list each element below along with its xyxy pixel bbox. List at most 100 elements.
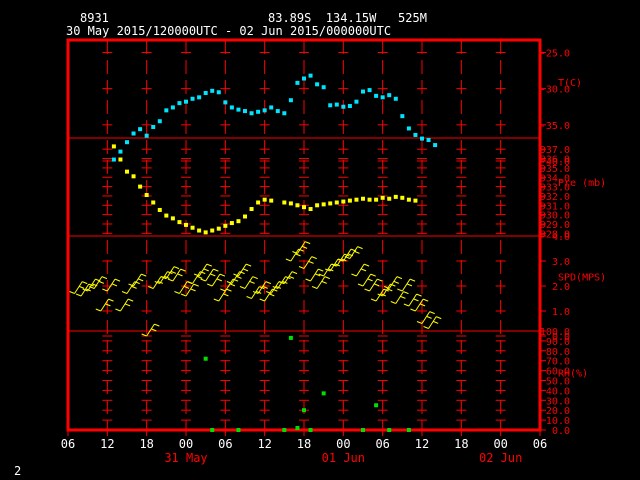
wind-barb-tip xyxy=(154,281,160,284)
wind-barb-staff xyxy=(126,281,136,294)
wind-barb-tip xyxy=(95,308,101,312)
wind-barb-staff xyxy=(415,298,424,312)
wind-barb-flag xyxy=(298,248,304,252)
wind-barb-flag xyxy=(308,260,314,264)
wind-barb-flag xyxy=(213,268,219,272)
wind-barb-flag xyxy=(314,273,321,277)
wind-barb xyxy=(410,298,429,312)
y-tick-label: 0.0 xyxy=(552,426,570,437)
wind-barb xyxy=(180,283,199,297)
y-tick-label: -40.0 xyxy=(540,157,570,168)
y-tick-label: -35.0 xyxy=(540,121,570,132)
pressure-point xyxy=(229,221,234,226)
wind-barb-flag xyxy=(367,278,373,282)
y-tick-label: 936.0 xyxy=(540,155,570,166)
wind-barb xyxy=(174,281,193,294)
wind-barb-staff xyxy=(165,266,175,279)
wind-barb xyxy=(95,298,114,312)
y-tick-label: 931.0 xyxy=(540,201,570,212)
wind-barb-staff xyxy=(290,248,300,262)
temperature-point xyxy=(170,105,175,110)
wind-barb-flag xyxy=(269,293,275,297)
pressure-point xyxy=(367,197,372,202)
temperature-point xyxy=(249,111,254,116)
wind-barb-tip xyxy=(213,298,219,302)
temperature-point xyxy=(210,88,215,93)
wind-barb-staff xyxy=(179,281,188,294)
wind-barb-flag xyxy=(357,246,363,250)
wind-barb-flag xyxy=(406,283,413,287)
y-tick-label: 10.0 xyxy=(546,416,570,427)
wind-barb-tip xyxy=(141,333,147,337)
wind-barb-flag xyxy=(239,271,245,275)
wind-barb-tip xyxy=(128,283,134,287)
wind-barb-flag xyxy=(216,278,223,282)
wind-barb-flag xyxy=(203,268,209,272)
x-tick-label: 00 xyxy=(493,437,507,451)
x-tick-label: 06 xyxy=(218,437,232,451)
temperature-point xyxy=(157,119,162,124)
temperature-point xyxy=(151,124,156,129)
panel-label-pressure: Pre (mb) xyxy=(558,178,606,189)
temperature-point xyxy=(229,105,234,110)
pressure-point xyxy=(210,228,215,233)
wind-barb-flag xyxy=(111,283,118,287)
wind-barb-flag xyxy=(301,245,308,249)
wind-barb xyxy=(239,276,258,289)
wind-barb-tip xyxy=(115,308,121,312)
y-tick-label: 933.0 xyxy=(540,183,570,194)
wind-barb-tip xyxy=(416,321,423,324)
wind-barb-tip xyxy=(305,278,311,282)
wind-barb-tip xyxy=(298,266,305,269)
rh-point xyxy=(302,408,306,413)
wind-barb-staff xyxy=(74,281,83,294)
wind-barb-flag xyxy=(154,323,160,327)
wind-barb-staff xyxy=(257,281,267,294)
wind-barb-flag xyxy=(101,276,108,280)
pressure-point xyxy=(308,207,313,212)
station-location: 83.89S 134.15W 525M xyxy=(268,11,427,25)
wind-barb-staff xyxy=(224,278,234,292)
wind-barb-flag xyxy=(295,253,301,257)
wind-barb-flag xyxy=(226,288,232,292)
pressure-point xyxy=(374,197,379,202)
wind-barb-tip xyxy=(285,258,292,262)
wind-barb-flag xyxy=(137,278,144,282)
y-tick-label: 935.0 xyxy=(540,164,570,175)
wind-barb-flag xyxy=(242,268,249,272)
rh-point xyxy=(288,335,293,340)
wind-barb-staff xyxy=(342,248,352,262)
wind-barb-tip xyxy=(370,298,377,302)
wind-barb-flag xyxy=(229,283,236,287)
wind-barb-flag xyxy=(193,283,199,287)
pressure-point xyxy=(321,202,326,207)
wind-barb xyxy=(115,298,134,312)
temperature-point xyxy=(164,108,169,113)
wind-barb xyxy=(213,288,232,302)
wind-barb-flag xyxy=(114,278,121,282)
temperature-point xyxy=(262,108,267,113)
temperature-point xyxy=(144,133,149,138)
wind-barb xyxy=(167,268,186,282)
pressure-point xyxy=(223,223,228,228)
axis-layer: -25.0-30.0-35.0-40.0T(C)937.0936.0935.09… xyxy=(61,48,606,465)
wind-barb-staff xyxy=(120,298,129,312)
pressure-point xyxy=(111,144,116,149)
wind-barb xyxy=(69,281,88,294)
wind-barb xyxy=(285,248,304,262)
wind-barb xyxy=(390,291,409,304)
wind-barb-tip xyxy=(187,281,193,284)
pressure-point xyxy=(413,198,418,203)
wind-barb xyxy=(226,271,245,284)
wind-barb-flag xyxy=(200,271,206,275)
y-tick-label: 1.0 xyxy=(552,307,570,318)
wind-barb-tip xyxy=(325,268,331,272)
temperature-point xyxy=(295,80,300,85)
temperature-point xyxy=(190,96,195,101)
temperature-point xyxy=(256,109,261,114)
wind-barb xyxy=(161,266,180,279)
wind-barb-tip xyxy=(410,308,416,312)
wind-barb-flag xyxy=(210,273,216,277)
wind-barb xyxy=(141,323,160,337)
temperature-point xyxy=(380,95,385,100)
